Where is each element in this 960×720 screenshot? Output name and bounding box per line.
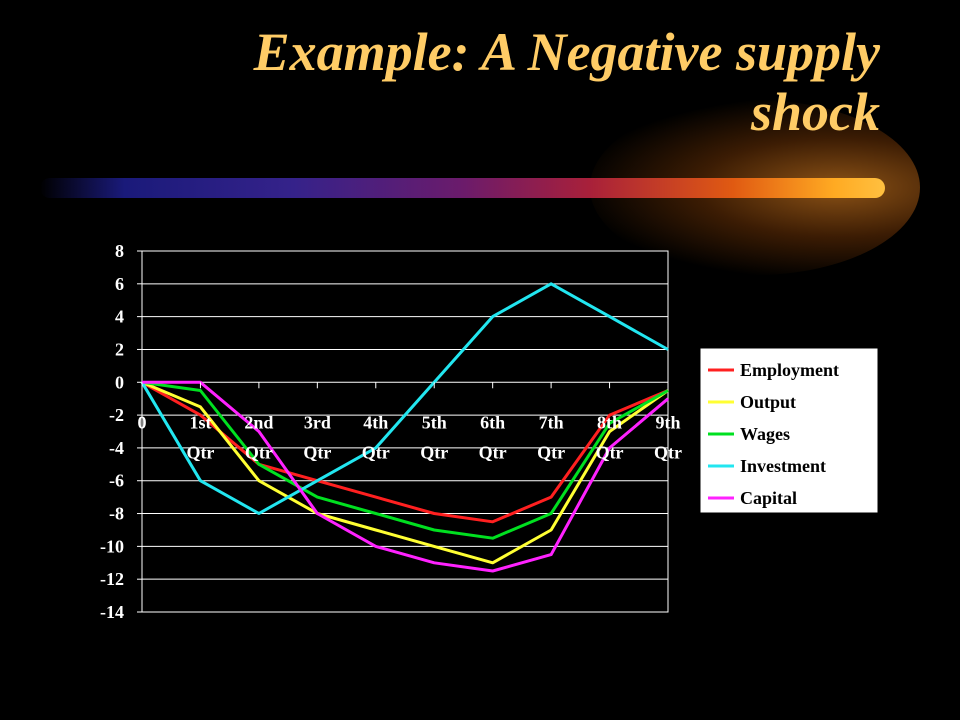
x-tick-label: 7th	[539, 412, 564, 432]
x-tick-label: 3rd	[304, 412, 331, 432]
y-tick-label: 4	[115, 307, 124, 327]
x-tick-label: Qtr	[479, 442, 507, 462]
x-tick-label: 4th	[363, 412, 388, 432]
legend-label: Capital	[740, 488, 797, 508]
y-tick-label: -8	[109, 504, 124, 524]
series-line-employment	[141, 380, 669, 524]
y-tick-label: 6	[115, 274, 124, 294]
slide-title-line-1: Example: A Negative supply	[253, 22, 880, 82]
y-tick-label: -12	[100, 569, 124, 589]
y-axis-ticks: 8 6 4 2 0 -2 -4 -6 -8 -10 -12 -14	[100, 241, 142, 622]
x-tick-label: Qtr	[245, 442, 273, 462]
x-tick-label: 0	[138, 412, 147, 432]
plot-area	[141, 250, 669, 613]
legend-label: Wages	[740, 424, 790, 444]
x-axis-ticks: 0 1st Qtr 2nd Qtr 3rd Qtr 4th Qtr 5th Qtr 6th Qtr 7th…	[138, 382, 682, 462]
legend-label: Investment	[740, 456, 826, 476]
y-tick-label: -2	[109, 405, 124, 425]
x-tick-label: 9th	[655, 412, 680, 432]
decorative-gradient-bar	[40, 178, 885, 198]
legend: Employment Output Wages Investment Capital	[699, 347, 879, 514]
x-tick-label: Qtr	[303, 442, 331, 462]
x-tick-label: Qtr	[654, 442, 682, 462]
series-line-capital	[142, 380, 669, 573]
slide-title-line-2: shock	[750, 82, 880, 142]
series-line-wages	[141, 380, 669, 540]
y-tick-label: -6	[109, 471, 124, 491]
x-tick-label: 5th	[422, 412, 447, 432]
x-tick-label: 6th	[480, 412, 505, 432]
y-tick-label: -4	[109, 438, 124, 458]
x-tick-label: Qtr	[420, 442, 448, 462]
x-tick-label: Qtr	[362, 442, 390, 462]
legend-label: Employment	[740, 360, 839, 380]
slide-title: Example: A Negative supply shock	[150, 22, 880, 142]
y-tick-label: -10	[100, 536, 124, 556]
series-line-investment	[140, 282, 669, 515]
series-lines	[140, 282, 669, 573]
x-tick-label: 2nd	[244, 412, 273, 432]
y-tick-label: 8	[115, 241, 124, 261]
legend-box	[699, 347, 879, 514]
x-tick-label: Qtr	[186, 442, 214, 462]
y-tick-label: 2	[115, 339, 124, 359]
y-tick-label: -14	[100, 602, 124, 622]
x-tick-label: 1st	[189, 412, 211, 432]
series-line-output	[141, 380, 669, 565]
y-tick-label: 0	[115, 372, 124, 392]
x-tick-label: 8th	[597, 412, 622, 432]
legend-label: Output	[740, 392, 796, 412]
x-tick-label: Qtr	[537, 442, 565, 462]
x-tick-label: Qtr	[596, 442, 624, 462]
